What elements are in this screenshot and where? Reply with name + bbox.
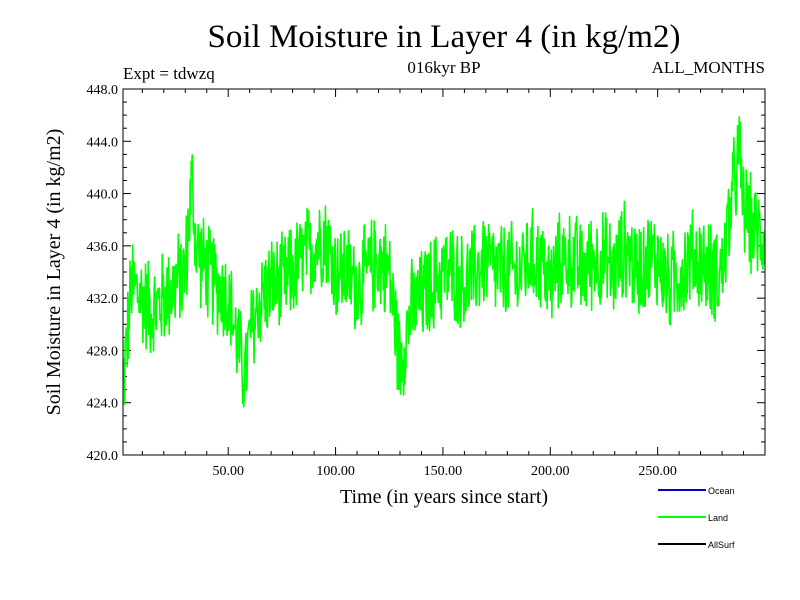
y-tick-label: 440.0 <box>87 188 119 203</box>
chart-title: Soil Moisture in Layer 4 (in kg/m2) <box>208 19 681 55</box>
y-tick-label: 436.0 <box>87 240 119 255</box>
y-tick-label: 444.0 <box>87 135 119 150</box>
y-tick-label: 424.0 <box>87 397 119 412</box>
chart-subtitle-left: Expt = tdwzq <box>123 64 215 83</box>
x-axis-ticks: 50.00 100.00 150.00 200.00 250.00 <box>141 89 745 479</box>
legend-label-land: Land <box>708 513 728 523</box>
x-tick-label: 100.00 <box>316 464 355 479</box>
y-axis-label: Soil Moisture in Layer 4 (in kg/m2) <box>43 129 65 416</box>
y-tick-label: 428.0 <box>87 344 119 359</box>
x-axis-label: Time (in years since start) <box>340 486 548 508</box>
x-tick-label: 150.00 <box>424 464 463 479</box>
chart-subtitle-center: 016kyr BP <box>407 58 480 77</box>
series-line-land <box>123 116 765 408</box>
legend: Ocean Land AllSurf <box>658 486 735 550</box>
y-tick-label: 432.0 <box>87 292 119 307</box>
y-tick-label: 420.0 <box>87 449 119 464</box>
y-axis-ticks: 420.0 424.0 428.0 432.0 436.0 440.0 444.0 448.0 <box>87 83 765 464</box>
legend-label-allsurf: AllSurf <box>708 540 735 550</box>
y-tick-label: 448.0 <box>87 83 119 98</box>
x-tick-label: 200.00 <box>531 464 570 479</box>
legend-label-ocean: Ocean <box>708 486 735 496</box>
plot-frame <box>122 88 766 456</box>
chart-subtitle-right: ALL_MONTHS <box>652 58 765 77</box>
x-tick-label: 50.00 <box>212 464 244 479</box>
x-tick-label: 250.00 <box>638 464 677 479</box>
